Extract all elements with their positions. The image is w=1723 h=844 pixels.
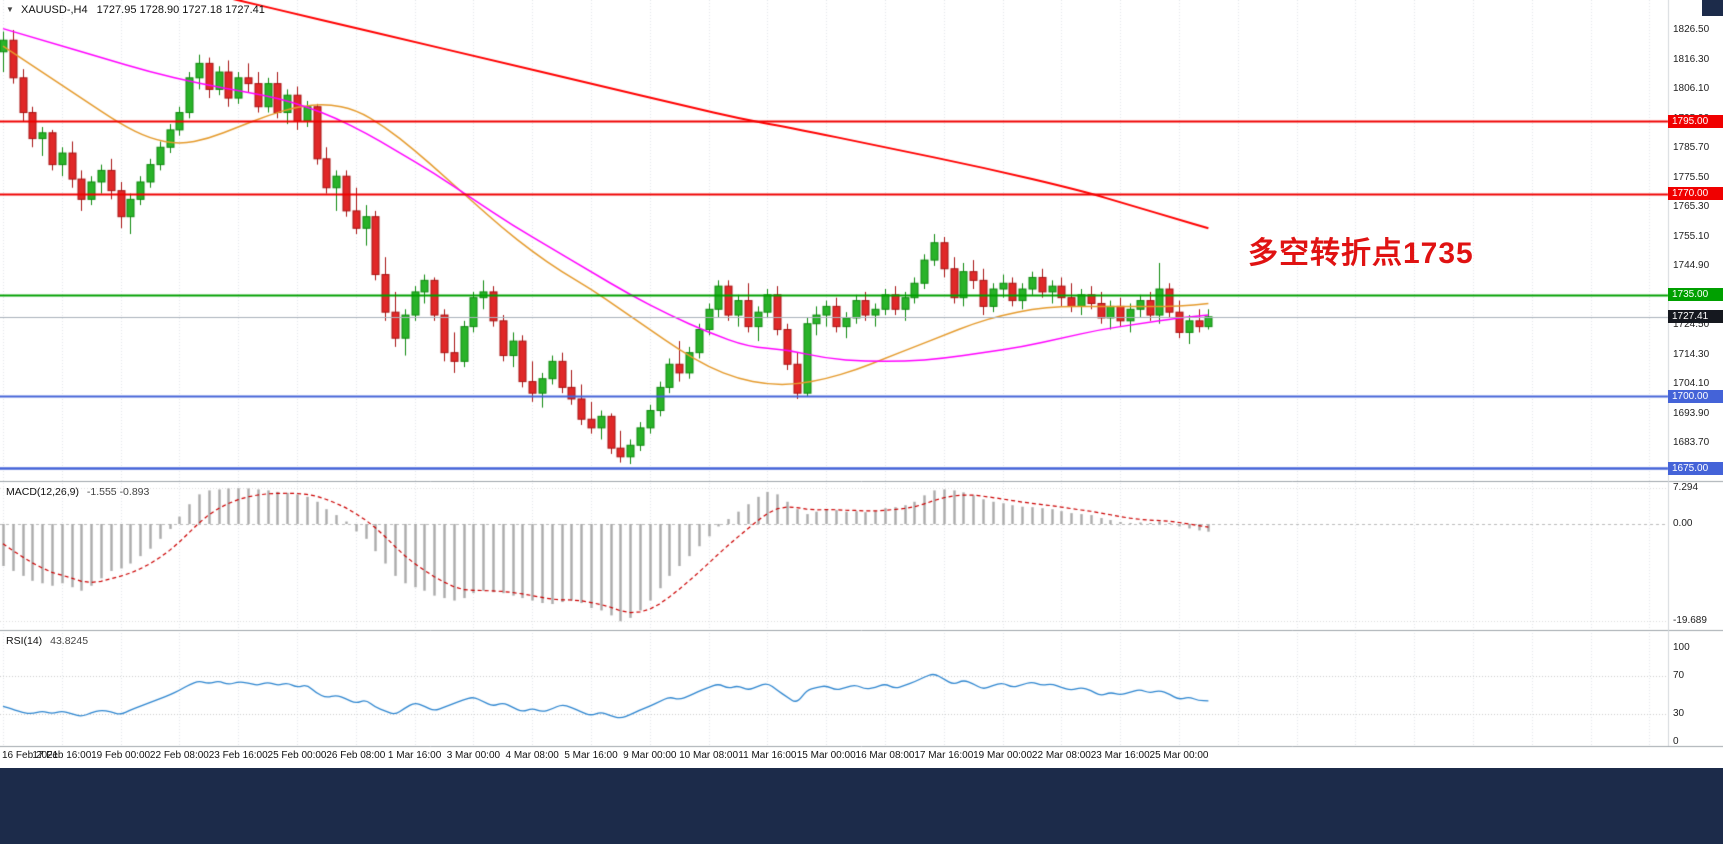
rsi-value: 43.8245 bbox=[50, 635, 89, 647]
chart-annotation-text[interactable]: 多空转折点1735 bbox=[1248, 237, 1474, 270]
chart-info-line: ▼ XAUUSD-,H4 1727.95 1728.90 1727.18 172… bbox=[6, 4, 265, 16]
rsi-scale-label: 30 bbox=[1673, 707, 1685, 719]
page-corner bbox=[1702, 0, 1723, 16]
time-axis-label: 22 Mar 08:00 bbox=[1031, 750, 1091, 761]
price-level-box: 1675.00 bbox=[1668, 461, 1723, 475]
macd-scale-label: 7.294 bbox=[1673, 481, 1699, 493]
price-level-box: 1735.00 bbox=[1668, 288, 1723, 302]
price-tick-label: 1785.70 bbox=[1673, 142, 1710, 154]
price-tick-label: 1775.50 bbox=[1673, 171, 1710, 183]
time-axis-label: 10 Mar 08:00 bbox=[679, 750, 739, 761]
time-axis-label: 1 Mar 16:00 bbox=[387, 750, 442, 761]
price-tick-label: 1744.90 bbox=[1673, 260, 1710, 272]
time-axis-label: 26 Feb 08:00 bbox=[326, 750, 386, 761]
symbol-period-label: XAUUSD-,H4 bbox=[20, 4, 88, 16]
time-axis-label: 15 Mar 00:00 bbox=[796, 750, 856, 761]
time-axis-label: 25 Mar 00:00 bbox=[1149, 750, 1209, 761]
chart-canvas[interactable] bbox=[0, 0, 1723, 768]
price-level-box: 1795.00 bbox=[1668, 114, 1723, 128]
price-tick-label: 1704.10 bbox=[1673, 378, 1710, 390]
price-axis[interactable]: 1826.501816.301806.101795.901785.701775.… bbox=[1668, 0, 1723, 768]
rsi-scale-label: 0 bbox=[1673, 736, 1679, 747]
time-axis[interactable]: 16 Feb 2021 17 Feb 16:00 19 Feb 00:00 22 Fe… bbox=[0, 744, 1668, 768]
time-axis-label: 25 Feb 00:00 bbox=[267, 750, 327, 761]
price-level-box: 1770.00 bbox=[1668, 187, 1723, 201]
symbol-dropdown-icon[interactable]: ▼ bbox=[6, 5, 14, 14]
page-bottom-bar bbox=[0, 768, 1723, 844]
price-tick-label: 1693.90 bbox=[1673, 407, 1710, 419]
rsi-scale-label: 70 bbox=[1673, 670, 1685, 682]
time-axis-label: 23 Mar 16:00 bbox=[1090, 750, 1150, 761]
rsi-name: RSI(14) bbox=[6, 635, 43, 647]
price-level-box: 1700.00 bbox=[1668, 389, 1723, 403]
time-axis-label: 4 Mar 08:00 bbox=[505, 750, 559, 761]
time-axis-label: 9 Mar 00:00 bbox=[623, 750, 677, 761]
price-tick-label: 1816.30 bbox=[1673, 53, 1710, 65]
time-axis-label: 23 Feb 16:00 bbox=[208, 750, 268, 761]
current-price-box: 1727.41 bbox=[1668, 310, 1723, 324]
time-axis-label: 16 Feb 2021 bbox=[2, 750, 59, 761]
time-axis-label: 17 Feb 16:00 bbox=[32, 750, 92, 761]
time-axis-label: 11 Mar 16:00 bbox=[738, 750, 797, 761]
time-axis-label: 5 Mar 16:00 bbox=[564, 750, 618, 761]
time-axis-label: 17 Mar 16:00 bbox=[914, 750, 974, 761]
price-tick-label: 1806.10 bbox=[1673, 83, 1710, 95]
time-axis-label: 16 Mar 08:00 bbox=[855, 750, 915, 761]
price-tick-label: 1765.30 bbox=[1673, 201, 1710, 213]
ohlc-values: 1727.95 1728.90 1727.18 1727.41 bbox=[96, 4, 265, 16]
macd-scale-label: -19.689 bbox=[1673, 615, 1707, 627]
macd-name: MACD(12,26,9) bbox=[6, 486, 79, 498]
price-tick-label: 1683.70 bbox=[1673, 437, 1710, 449]
price-tick-label: 1755.10 bbox=[1673, 230, 1710, 242]
time-axis-label: 19 Feb 00:00 bbox=[91, 750, 151, 761]
macd-values: -1.555 -0.893 bbox=[86, 486, 150, 498]
time-axis-label: 19 Mar 00:00 bbox=[973, 750, 1033, 761]
rsi-indicator-label: RSI(14) 43.8245 bbox=[6, 635, 88, 647]
price-tick-label: 1724.50 bbox=[1673, 319, 1710, 331]
macd-scale-label: 0.00 bbox=[1673, 518, 1693, 529]
price-tick-label: 1826.50 bbox=[1673, 24, 1710, 36]
time-axis-label: 3 Mar 00:00 bbox=[446, 750, 501, 761]
macd-indicator-label: MACD(12,26,9) -1.555 -0.893 bbox=[6, 486, 149, 498]
rsi-scale-label: 100 bbox=[1673, 642, 1690, 653]
time-axis-label: 22 Feb 08:00 bbox=[149, 750, 209, 761]
price-tick-label: 1714.30 bbox=[1673, 348, 1710, 360]
